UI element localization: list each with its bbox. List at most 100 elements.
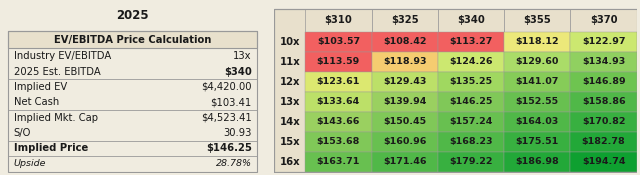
- FancyBboxPatch shape: [372, 32, 438, 51]
- Text: Net Cash: Net Cash: [13, 97, 59, 107]
- Text: $146.25: $146.25: [449, 97, 493, 106]
- Text: 30.93: 30.93: [223, 128, 252, 138]
- FancyBboxPatch shape: [438, 72, 504, 92]
- FancyBboxPatch shape: [305, 92, 372, 111]
- Text: $124.26: $124.26: [449, 57, 493, 66]
- FancyBboxPatch shape: [570, 51, 637, 72]
- Text: $129.60: $129.60: [516, 57, 559, 66]
- Text: $123.61: $123.61: [317, 77, 360, 86]
- FancyBboxPatch shape: [305, 32, 372, 51]
- FancyBboxPatch shape: [372, 51, 438, 72]
- FancyBboxPatch shape: [570, 132, 637, 152]
- Text: $129.43: $129.43: [383, 77, 426, 86]
- FancyBboxPatch shape: [275, 9, 637, 171]
- Text: $133.64: $133.64: [317, 97, 360, 106]
- FancyBboxPatch shape: [305, 152, 372, 172]
- Text: $103.57: $103.57: [317, 37, 360, 46]
- FancyBboxPatch shape: [372, 132, 438, 152]
- Text: 13x: 13x: [280, 97, 300, 107]
- FancyBboxPatch shape: [305, 72, 372, 92]
- FancyBboxPatch shape: [570, 111, 637, 132]
- FancyBboxPatch shape: [570, 9, 637, 32]
- Text: Implied EV: Implied EV: [13, 82, 67, 92]
- Text: $118.12: $118.12: [516, 37, 559, 46]
- Text: $141.07: $141.07: [516, 77, 559, 86]
- FancyBboxPatch shape: [504, 32, 570, 51]
- FancyBboxPatch shape: [504, 51, 570, 72]
- Text: $108.42: $108.42: [383, 37, 426, 46]
- Text: $168.23: $168.23: [449, 137, 493, 146]
- FancyBboxPatch shape: [438, 132, 504, 152]
- Text: $146.89: $146.89: [582, 77, 625, 86]
- FancyBboxPatch shape: [438, 51, 504, 72]
- FancyBboxPatch shape: [8, 31, 257, 48]
- Text: $163.71: $163.71: [317, 157, 360, 166]
- Text: $103.41: $103.41: [211, 97, 252, 107]
- FancyBboxPatch shape: [438, 111, 504, 132]
- Text: 15x: 15x: [280, 136, 300, 146]
- Text: $157.24: $157.24: [449, 117, 493, 126]
- Text: $340: $340: [457, 15, 485, 25]
- Text: 10x: 10x: [280, 37, 300, 47]
- Text: EV/EBITDA Price Calculation: EV/EBITDA Price Calculation: [54, 35, 211, 45]
- Text: $113.59: $113.59: [317, 57, 360, 66]
- Text: $4,523.41: $4,523.41: [201, 113, 252, 123]
- Text: $143.66: $143.66: [317, 117, 360, 126]
- Text: $370: $370: [590, 15, 618, 25]
- FancyBboxPatch shape: [305, 9, 372, 32]
- Text: $118.93: $118.93: [383, 57, 426, 66]
- Text: 11x: 11x: [280, 57, 300, 66]
- FancyBboxPatch shape: [504, 152, 570, 172]
- Text: Implied Mkt. Cap: Implied Mkt. Cap: [13, 113, 97, 123]
- Text: 16x: 16x: [280, 157, 300, 167]
- FancyBboxPatch shape: [570, 92, 637, 111]
- Text: $186.98: $186.98: [515, 157, 559, 166]
- Text: $158.86: $158.86: [582, 97, 625, 106]
- FancyBboxPatch shape: [504, 132, 570, 152]
- Text: $135.25: $135.25: [449, 77, 493, 86]
- Text: 28.78%: 28.78%: [216, 159, 252, 168]
- Text: $146.25: $146.25: [206, 144, 252, 153]
- Text: $182.78: $182.78: [582, 137, 625, 146]
- Text: $164.03: $164.03: [516, 117, 559, 126]
- Text: $355: $355: [524, 15, 551, 25]
- Text: $179.22: $179.22: [449, 157, 493, 166]
- FancyBboxPatch shape: [372, 9, 438, 32]
- FancyBboxPatch shape: [504, 92, 570, 111]
- Text: $152.55: $152.55: [516, 97, 559, 106]
- FancyBboxPatch shape: [570, 32, 637, 51]
- Text: 2025 Est. EBITDA: 2025 Est. EBITDA: [13, 66, 100, 76]
- Text: $194.74: $194.74: [582, 157, 625, 166]
- FancyBboxPatch shape: [372, 72, 438, 92]
- Text: $113.27: $113.27: [449, 37, 493, 46]
- Text: $170.82: $170.82: [582, 117, 625, 126]
- FancyBboxPatch shape: [504, 72, 570, 92]
- Text: $153.68: $153.68: [317, 137, 360, 146]
- Text: Industry EV/EBITDA: Industry EV/EBITDA: [13, 51, 111, 61]
- Text: $122.97: $122.97: [582, 37, 625, 46]
- FancyBboxPatch shape: [438, 9, 504, 32]
- FancyBboxPatch shape: [570, 72, 637, 92]
- FancyBboxPatch shape: [570, 152, 637, 172]
- FancyBboxPatch shape: [372, 92, 438, 111]
- FancyBboxPatch shape: [372, 152, 438, 172]
- Text: $325: $325: [391, 15, 419, 25]
- Text: $340: $340: [224, 66, 252, 76]
- Text: $4,420.00: $4,420.00: [201, 82, 252, 92]
- FancyBboxPatch shape: [438, 152, 504, 172]
- FancyBboxPatch shape: [305, 132, 372, 152]
- Text: S/O: S/O: [13, 128, 31, 138]
- Text: $139.94: $139.94: [383, 97, 426, 106]
- FancyBboxPatch shape: [504, 111, 570, 132]
- FancyBboxPatch shape: [305, 111, 372, 132]
- FancyBboxPatch shape: [504, 9, 570, 32]
- Text: 12x: 12x: [280, 76, 300, 86]
- FancyBboxPatch shape: [305, 51, 372, 72]
- FancyBboxPatch shape: [438, 92, 504, 111]
- Text: $150.45: $150.45: [383, 117, 426, 126]
- Text: Implied Price: Implied Price: [13, 144, 88, 153]
- FancyBboxPatch shape: [438, 32, 504, 51]
- Text: $160.96: $160.96: [383, 137, 426, 146]
- Text: $175.51: $175.51: [516, 137, 559, 146]
- Text: 2025: 2025: [116, 9, 149, 22]
